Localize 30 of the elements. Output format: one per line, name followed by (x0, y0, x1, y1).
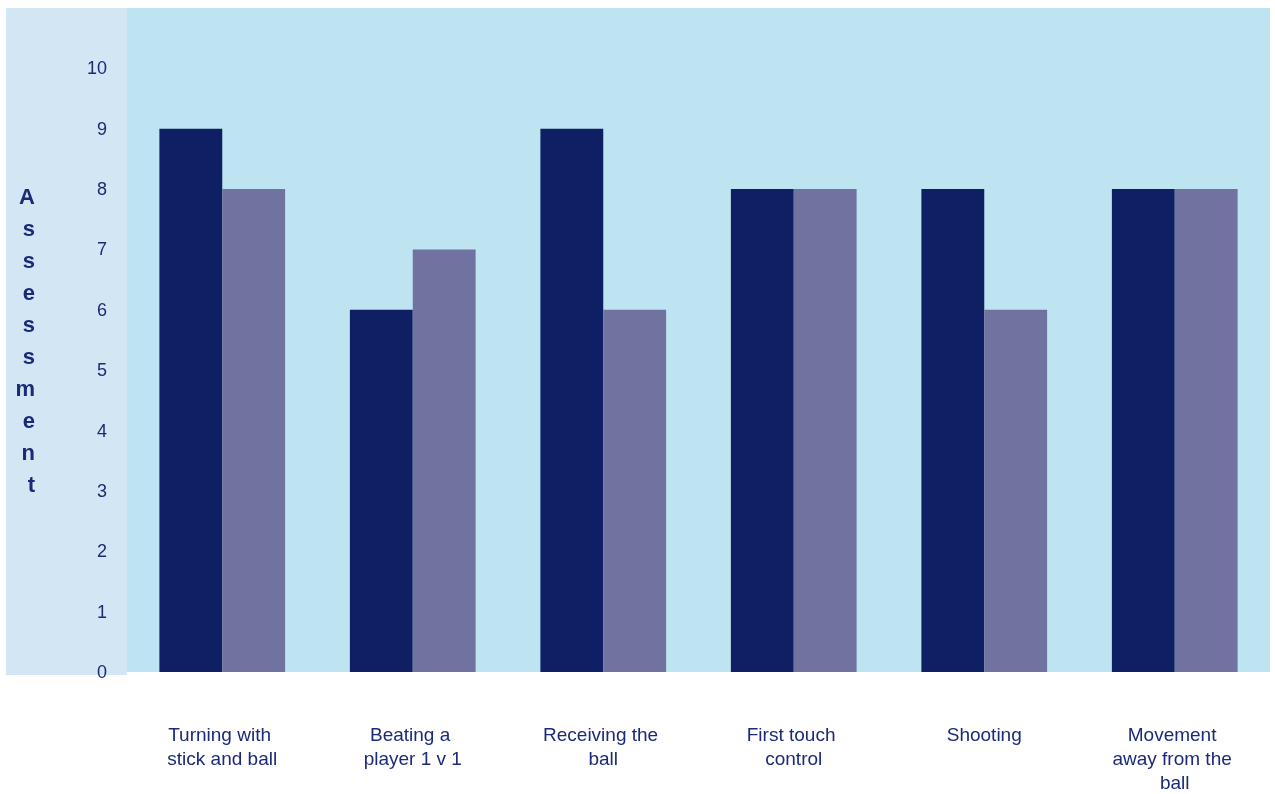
x-tick-label: Turning with stick and ball (167, 723, 278, 769)
y-tick-label: 8 (96, 179, 107, 200)
y-tick-label: 9 (96, 118, 107, 139)
y-tick-label: 2 (96, 541, 107, 562)
bar (159, 128, 223, 672)
x-tick-label: First touch control (746, 723, 841, 769)
y-tick-label: 7 (96, 239, 107, 260)
x-tick-label: Receiving the ball (543, 723, 664, 769)
bar (921, 189, 985, 672)
bar (412, 249, 476, 672)
x-tick-label: Shooting (946, 723, 1022, 745)
bar (730, 189, 794, 672)
y-tick-label: 6 (96, 299, 107, 320)
bar (222, 189, 286, 672)
y-tick-label: 3 (96, 480, 107, 501)
bar (540, 128, 604, 672)
bar (1111, 189, 1175, 672)
bar (984, 309, 1048, 672)
y-tick-label: 5 (96, 360, 107, 381)
bar (793, 189, 857, 672)
x-tick-label: Beating a player 1 v 1 (363, 723, 462, 769)
bar (349, 309, 413, 672)
y-tick-label: 4 (96, 420, 107, 441)
y-tick-label: 10 (86, 58, 107, 79)
text: Assessment (15, 183, 35, 497)
x-tick-label: Movement away from the ball (1112, 723, 1238, 793)
y-tick-label: 1 (96, 601, 107, 622)
bar (1174, 189, 1238, 672)
y-tick-label: 0 (96, 662, 107, 682)
bar (603, 309, 667, 672)
